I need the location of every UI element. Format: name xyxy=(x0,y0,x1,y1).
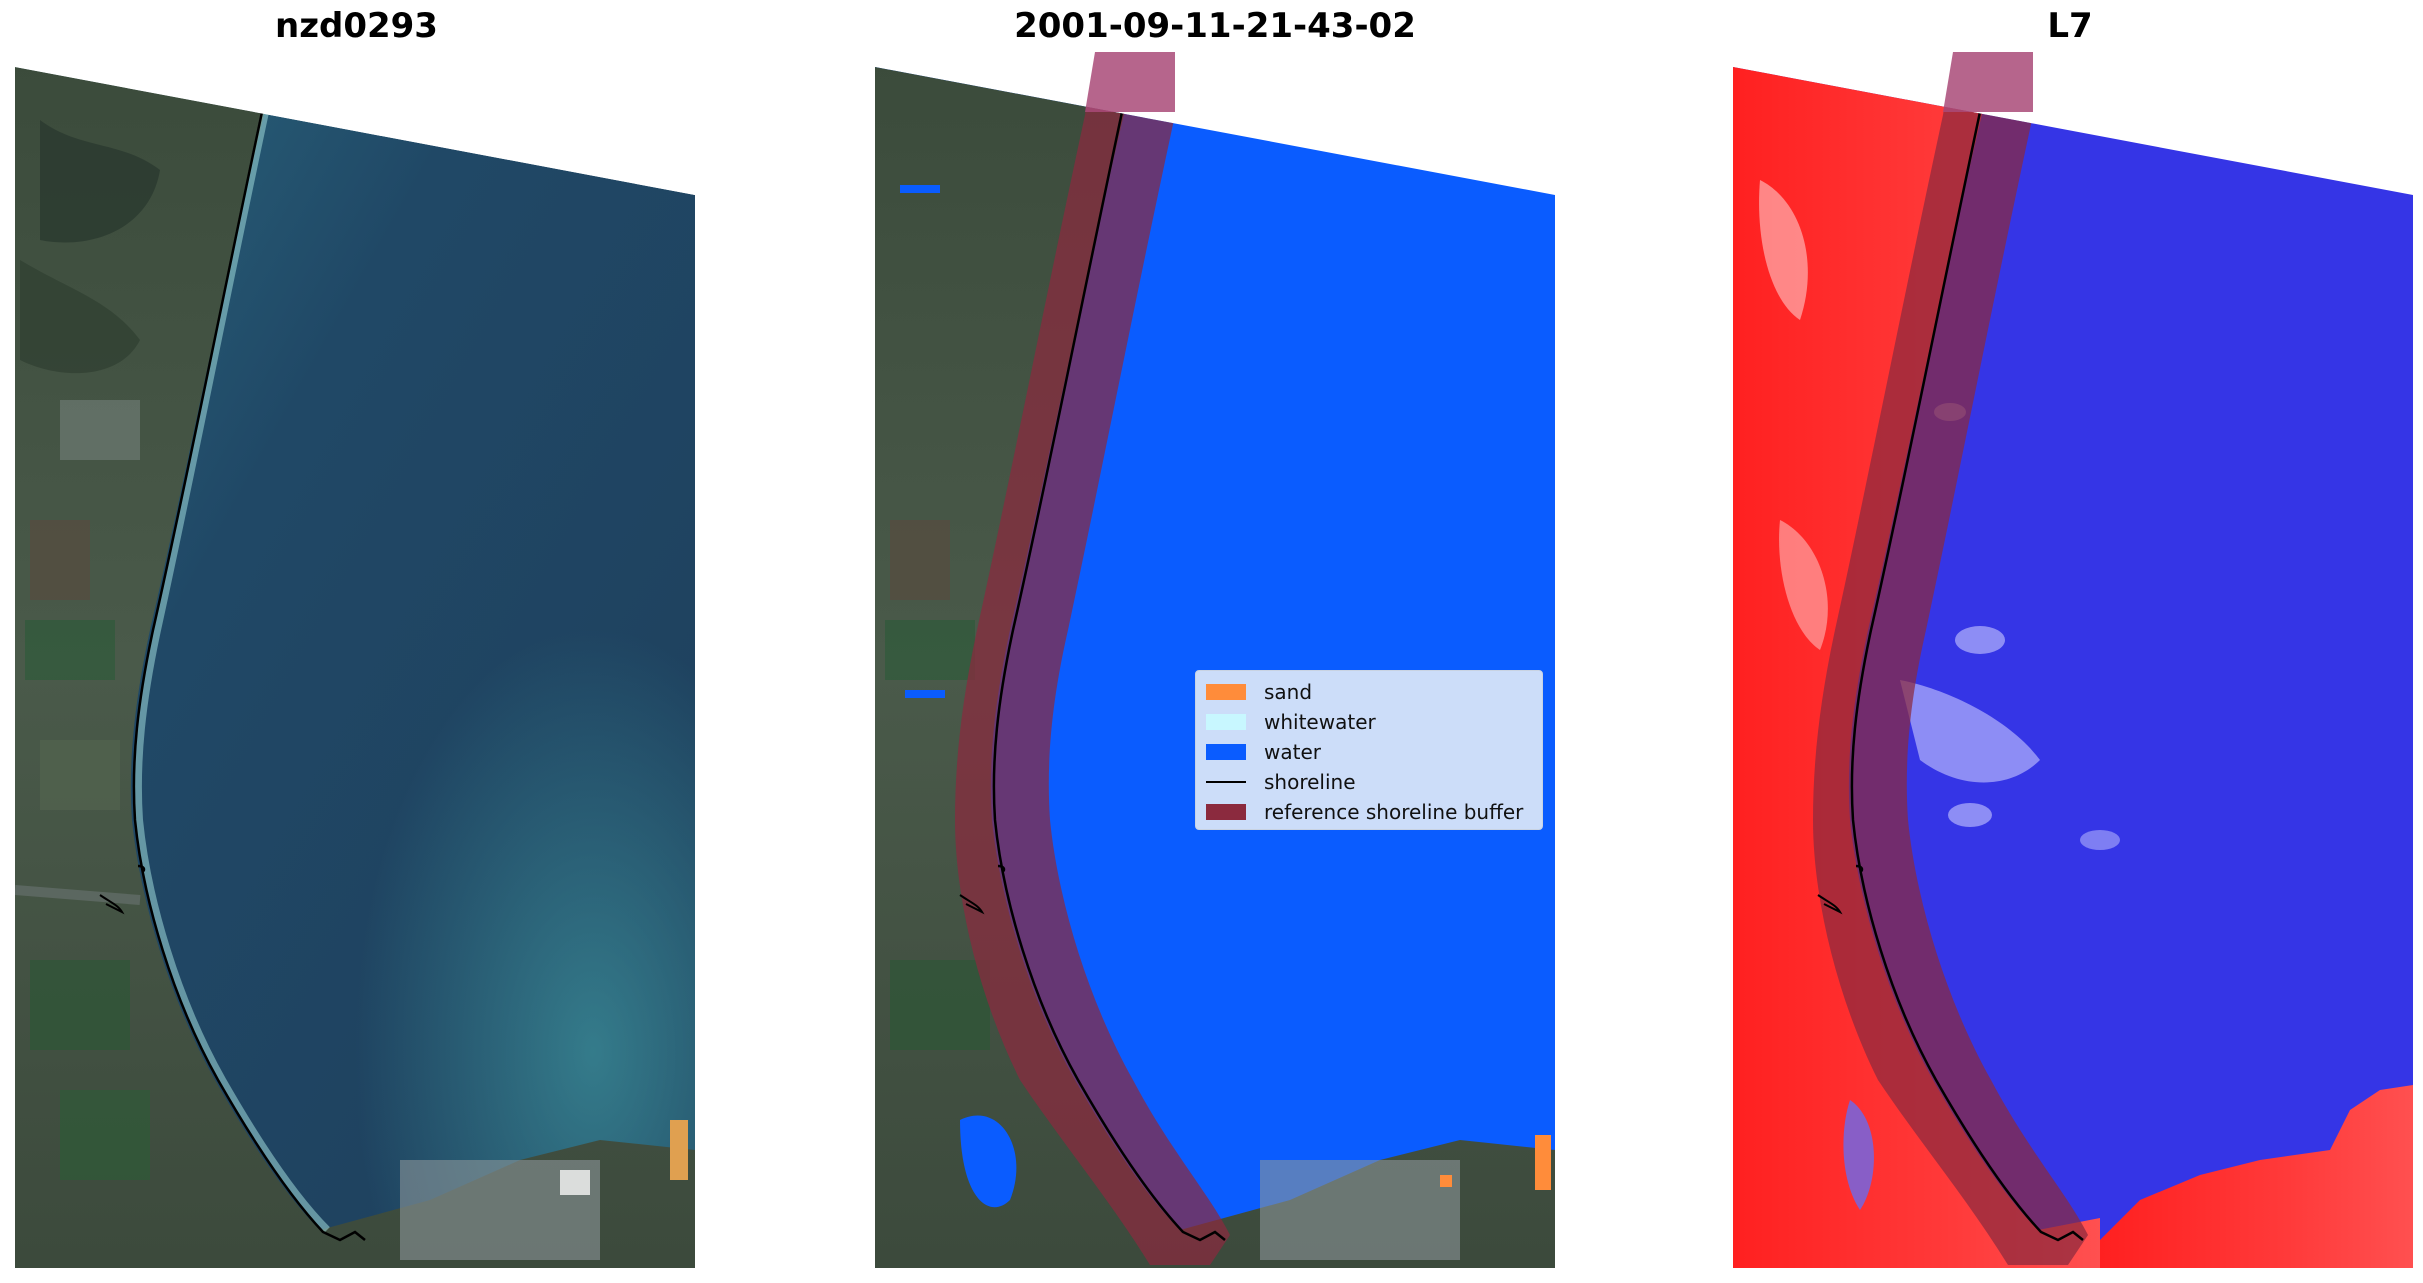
legend-label-shoreline: shoreline xyxy=(1264,770,1356,794)
sand-swatch xyxy=(1206,684,1246,700)
rgb-image xyxy=(15,67,695,1268)
panel-title-classified: 2001-09-11-21-43-02 xyxy=(1014,6,1416,46)
legend-label-water: water xyxy=(1264,740,1321,764)
panel-title-index: L7 xyxy=(2047,6,2093,46)
legend-label-sand: sand xyxy=(1264,680,1313,704)
legend-item-whitewater: whitewater xyxy=(1206,707,1532,737)
index-image xyxy=(1733,67,2413,1268)
legend: sand whitewater water shoreline referenc… xyxy=(1195,670,1543,830)
legend-item-water: water xyxy=(1206,737,1532,767)
buffer-swatch xyxy=(1206,804,1246,820)
water-swatch xyxy=(1206,744,1246,760)
legend-item-buffer: reference shoreline buffer xyxy=(1206,797,1532,827)
shoreline-line-swatch xyxy=(1206,781,1246,783)
legend-label-buffer: reference shoreline buffer xyxy=(1264,800,1524,824)
whitewater-swatch xyxy=(1206,714,1246,730)
panel-title-rgb: nzd0293 xyxy=(275,6,438,46)
legend-item-shoreline: shoreline xyxy=(1206,767,1532,797)
legend-item-sand: sand xyxy=(1206,677,1532,707)
classified-image xyxy=(875,67,1555,1268)
legend-label-whitewater: whitewater xyxy=(1264,710,1376,734)
